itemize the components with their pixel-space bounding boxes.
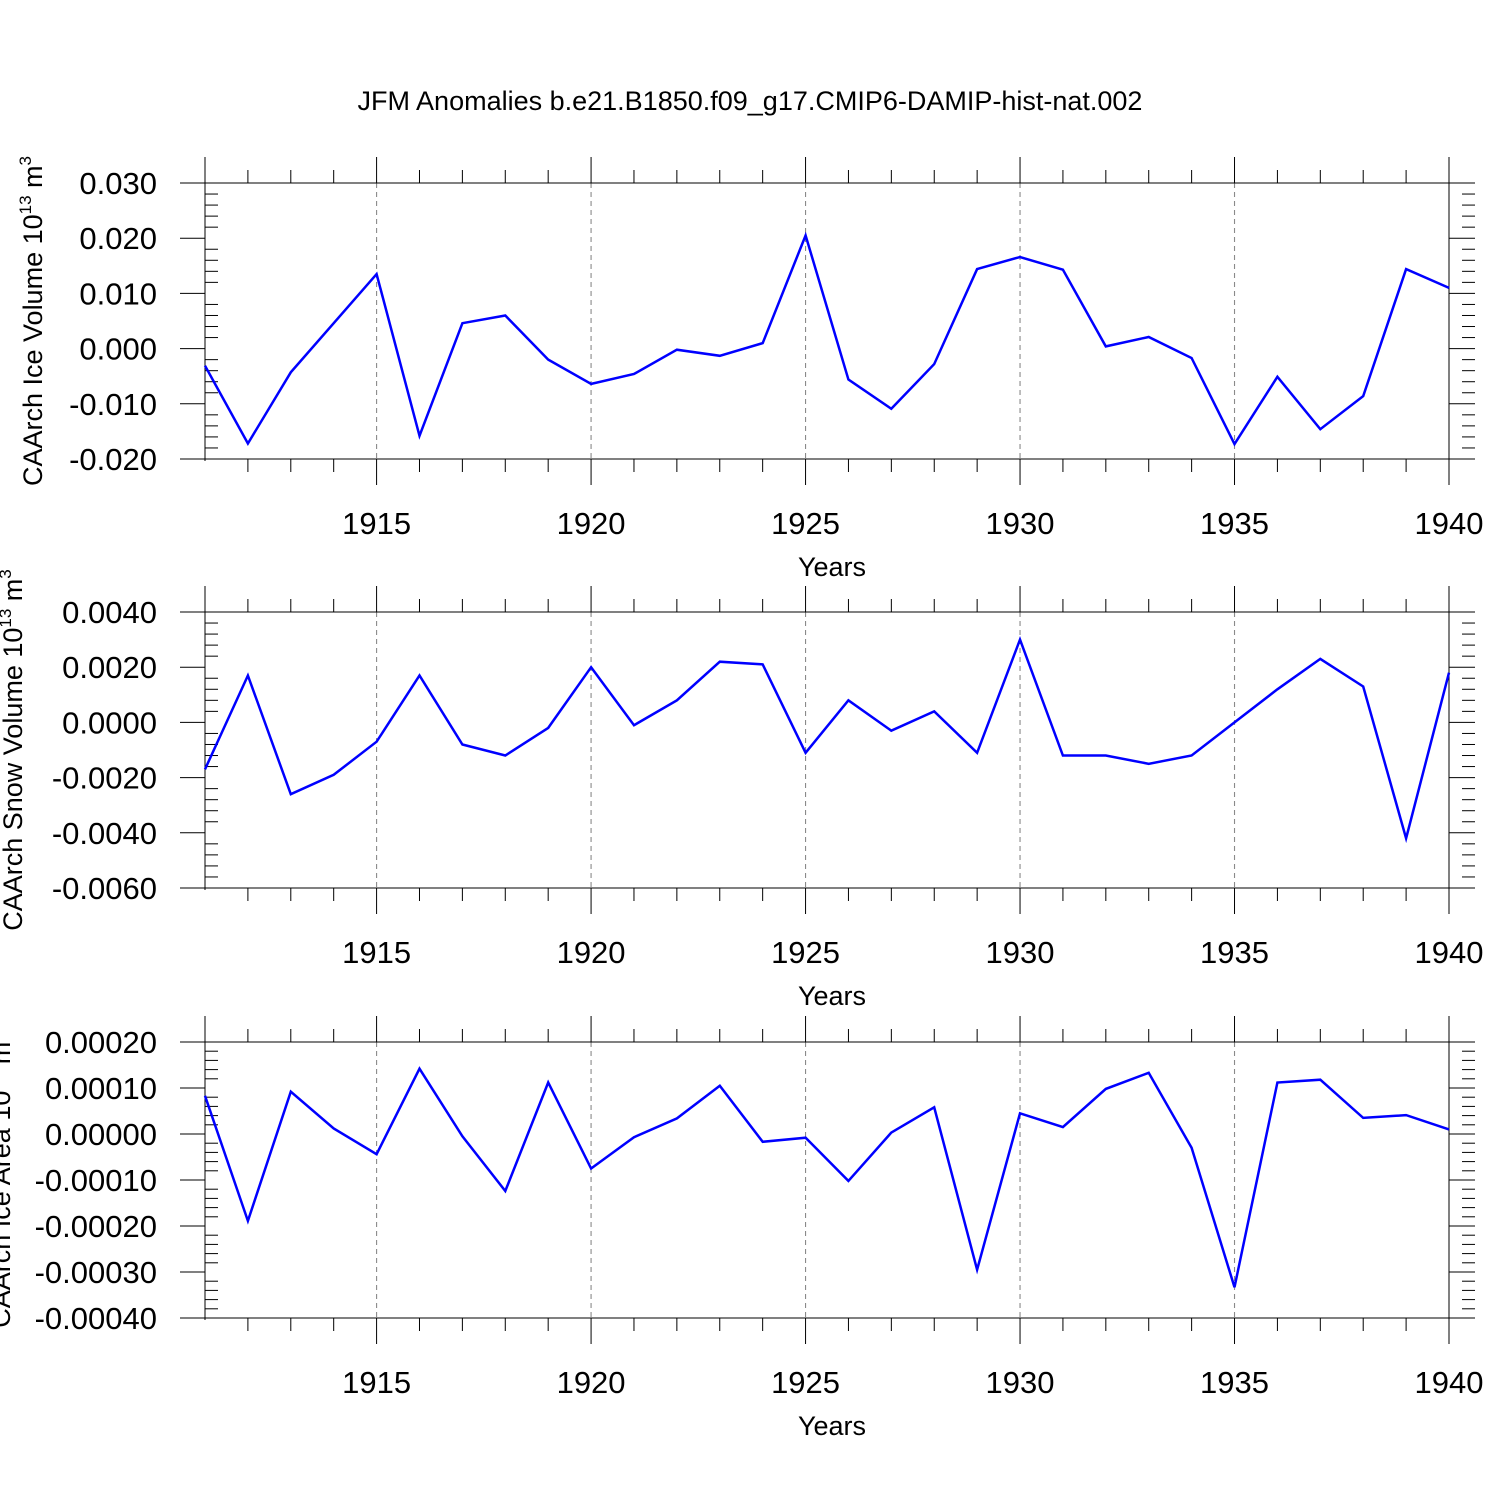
panel-1: 1915 1920 1925 1930 1935 1940 -0.020 -0.010 0.00… xyxy=(16,156,1483,582)
y-tick-label-0.0040: 0.0040 xyxy=(62,595,157,630)
x-tick-label-1940: 1940 xyxy=(1415,935,1484,970)
y-axis-title: CAArch Ice Volume 1013 m3 xyxy=(16,156,48,486)
y-tick-label-0.000: 0.000 xyxy=(79,332,157,367)
x-tick-label-1940: 1940 xyxy=(1415,1365,1484,1400)
y-tick-label--0.00010: -0.00010 xyxy=(35,1163,157,1198)
x-tick-label-1915: 1915 xyxy=(342,935,411,970)
y-axis-title-unit-exponent: 3 xyxy=(16,156,35,165)
y-tick-label-0.010: 0.010 xyxy=(79,276,157,311)
y-tick-label-0.0020: 0.0020 xyxy=(62,650,157,685)
x-tick-label-1935: 1935 xyxy=(1200,935,1269,970)
x-tick-label-1915: 1915 xyxy=(342,1365,411,1400)
y-tick-label--0.010: -0.010 xyxy=(69,387,157,422)
y-axis-title-text: CAArch Snow Volume 10 xyxy=(0,628,28,931)
x-tick-label-1920: 1920 xyxy=(557,935,626,970)
y-axis-title-exponent: 13 xyxy=(0,1072,3,1091)
x-axis-title: Years xyxy=(798,981,866,1011)
x-tick-label-1930: 1930 xyxy=(986,506,1055,541)
y-tick-label-0.020: 0.020 xyxy=(79,221,157,256)
y-axis-title: CAArch Ice Area 1013 m2 xyxy=(0,1032,16,1328)
y-axis-title-unit-exponent: 3 xyxy=(0,569,15,578)
x-axis-title: Years xyxy=(798,1411,866,1441)
y-axis-title-text: CAArch Ice Area 10 xyxy=(0,1091,16,1328)
y-tick-label--0.0040: -0.0040 xyxy=(52,816,157,851)
y-tick-label--0.020: -0.020 xyxy=(69,442,157,477)
y-axis-title-unit: m xyxy=(0,1042,16,1065)
x-axis-title: Years xyxy=(798,552,866,582)
panel-3: 1915 1920 1925 1930 1935 1940 -0.00040 -0.00030… xyxy=(0,1016,1483,1441)
x-tick-label-1935: 1935 xyxy=(1200,1365,1269,1400)
y-axis-title-exponent: 13 xyxy=(16,195,35,214)
y-axis-title-unit-exponent: 2 xyxy=(0,1032,3,1041)
y-axis-title: CAArch Snow Volume 1013 m3 xyxy=(0,569,28,931)
y-tick-label--0.0060: -0.0060 xyxy=(52,871,157,906)
x-tick-label-1930: 1930 xyxy=(986,1365,1055,1400)
y-tick-label-0.0000: 0.0000 xyxy=(62,705,157,740)
y-tick-label--0.00030: -0.00030 xyxy=(35,1255,157,1290)
x-tick-label-1925: 1925 xyxy=(771,935,840,970)
x-tick-label-1940: 1940 xyxy=(1415,506,1484,541)
series-line-1 xyxy=(203,1066,1450,1288)
y-tick-label-0.00020: 0.00020 xyxy=(45,1025,157,1060)
panel-2: 1915 1920 1925 1930 1935 1940 -0.0060 -0.0040 -0… xyxy=(0,569,1483,1011)
y-tick-label--0.00040: -0.00040 xyxy=(35,1301,157,1336)
y-axis-title-exponent: 13 xyxy=(0,609,15,628)
series-line-1 xyxy=(203,231,1450,447)
y-tick-label-0.030: 0.030 xyxy=(79,166,157,201)
series-line-1 xyxy=(203,636,1451,844)
x-tick-label-1935: 1935 xyxy=(1200,506,1269,541)
y-axis-title-space xyxy=(0,1064,16,1072)
x-tick-label-1925: 1925 xyxy=(771,506,840,541)
y-axis-title-text: CAArch Ice Volume 10 xyxy=(18,214,48,486)
y-tick-label--0.00020: -0.00020 xyxy=(35,1209,157,1244)
y-axis-title-unit: m xyxy=(0,579,28,602)
x-tick-label-1920: 1920 xyxy=(557,1365,626,1400)
panels: 1915 1920 1925 1930 1935 1940 -0.020 -0.010 0.00… xyxy=(0,156,1483,1441)
y-axis-title-unit: m xyxy=(18,165,48,188)
figure-title: JFM Anomalies b.e21.B1850.f09_g17.CMIP6-… xyxy=(358,86,1143,116)
y-tick-label--0.0020: -0.0020 xyxy=(52,761,157,796)
y-axis-title-space xyxy=(18,188,48,196)
y-tick-label-0.00000: 0.00000 xyxy=(45,1117,157,1152)
x-tick-label-1925: 1925 xyxy=(771,1365,840,1400)
y-tick-label-0.00010: 0.00010 xyxy=(45,1071,157,1106)
x-tick-label-1915: 1915 xyxy=(342,506,411,541)
x-tick-label-1920: 1920 xyxy=(557,506,626,541)
y-axis-title-space xyxy=(0,601,28,609)
x-tick-label-1930: 1930 xyxy=(986,935,1055,970)
